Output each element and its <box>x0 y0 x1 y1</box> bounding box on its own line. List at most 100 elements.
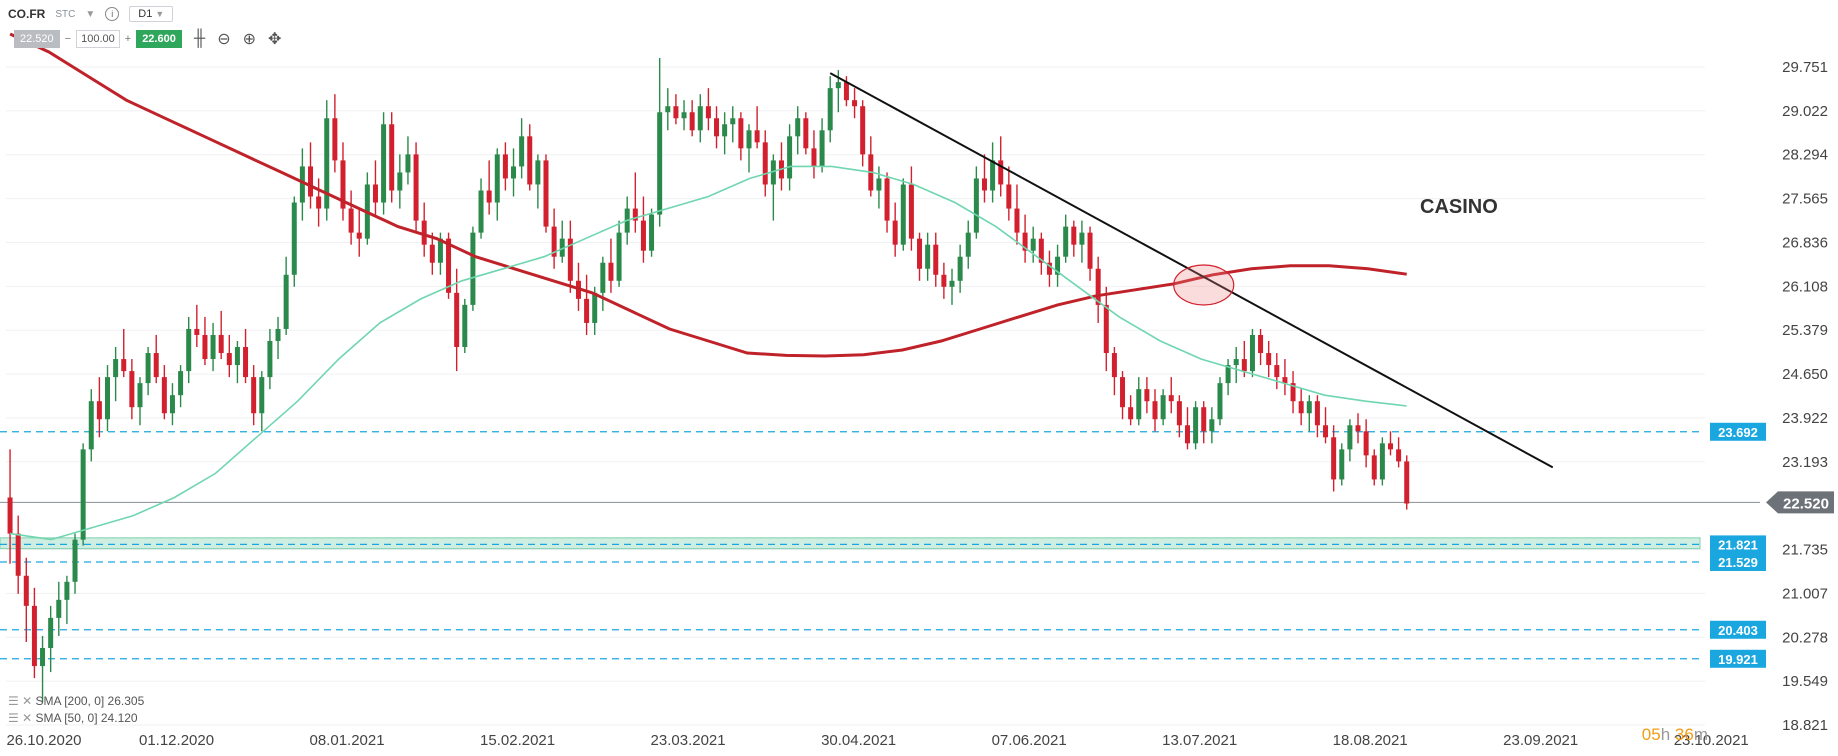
candle-body <box>421 220 427 245</box>
candle-countdown: 05h 36m <box>1642 725 1708 745</box>
symbol-label[interactable]: CO.FR <box>8 7 46 21</box>
candle-body <box>56 599 62 618</box>
candle-body <box>31 605 37 667</box>
candle-body <box>876 178 882 191</box>
y-tick-label: 27.565 <box>1782 191 1828 208</box>
candle-body <box>153 353 159 378</box>
candle-body <box>105 377 111 420</box>
volume-input[interactable]: 100.00 <box>76 30 120 48</box>
x-tick-label: 23.10.2021 <box>1674 732 1749 749</box>
y-tick-label: 18.821 <box>1782 717 1828 734</box>
candle-body <box>80 449 86 540</box>
y-tick-label: 29.751 <box>1782 59 1828 76</box>
candle-body <box>835 82 841 89</box>
candle-body <box>738 118 744 149</box>
candle-body <box>990 160 996 191</box>
candle-body <box>470 232 476 305</box>
candle-body <box>811 148 817 167</box>
candle-body <box>640 220 646 251</box>
candle-body <box>96 401 102 420</box>
sma50-legend-text: SMA [50, 0] 24.120 <box>35 711 138 725</box>
level-tag-label: 23.692 <box>1718 425 1758 440</box>
candle-body <box>1111 353 1117 378</box>
x-axis: 26.10.2020 01.12.2020 08.01.2021 15.02.2021… <box>6 732 1748 749</box>
candle-body <box>754 130 760 143</box>
candle-body <box>137 383 143 408</box>
candle-body <box>1233 359 1239 366</box>
trendline[interactable] <box>829 72 1554 469</box>
x-tick-label: 01.12.2020 <box>139 732 214 749</box>
candle-body <box>251 377 257 414</box>
x-tick-label: 23.03.2021 <box>651 732 726 749</box>
chevron-down-icon[interactable]: ▼ <box>85 8 96 20</box>
candle-body <box>397 172 403 191</box>
candle-body <box>1079 232 1085 245</box>
candle-body <box>608 262 614 281</box>
candle-body <box>478 190 484 233</box>
crosshair-icon[interactable]: ✥ <box>268 31 282 48</box>
candle-body <box>40 648 46 667</box>
candle-body <box>121 359 127 372</box>
timeframe-select[interactable]: D1 ▼ <box>129 6 174 22</box>
countdown-hours-unit: h <box>1660 725 1671 744</box>
candle-body <box>762 142 768 185</box>
level-tag-label: 21.821 <box>1718 537 1758 552</box>
ask-price-button[interactable]: 22.600 <box>136 30 182 48</box>
info-icon[interactable]: i <box>105 7 120 21</box>
volume-minus-button[interactable]: − <box>64 33 72 45</box>
candle-body <box>673 106 679 119</box>
candle-body <box>657 112 663 215</box>
candle-body <box>1225 365 1231 384</box>
close-icon[interactable]: ✕ <box>22 694 33 708</box>
sma200-legend[interactable]: ☰ ✕ SMA [200, 0] 26.305 <box>8 694 144 708</box>
candle-body <box>23 575 29 606</box>
order-bar: 22.520 − 100.00 + 22.600 ╫ ⊖ ⊕ ✥ <box>14 29 281 49</box>
candle-body <box>998 160 1004 185</box>
candle-body <box>884 178 890 221</box>
candle-body <box>1160 395 1166 420</box>
candle-body <box>1282 377 1288 384</box>
candle-body <box>446 238 452 293</box>
candle-body <box>981 178 987 191</box>
zoom-out-icon[interactable]: ⊖ <box>217 31 231 48</box>
candle-body <box>1022 232 1028 251</box>
candle-body <box>925 244 931 269</box>
candle-body <box>860 106 866 155</box>
y-tick-label: 26.108 <box>1782 278 1828 295</box>
candle-body <box>730 118 736 125</box>
candle-body <box>908 184 914 239</box>
level-labels: 23.692 21.821 21.529 20.403 19.921 <box>1710 422 1766 668</box>
candle-body <box>770 160 776 185</box>
candle-body <box>389 124 395 191</box>
price-tag-label: 22.520 <box>1783 495 1829 512</box>
candle-body <box>551 226 557 257</box>
close-icon[interactable]: ✕ <box>22 711 33 725</box>
level-tag-label: 21.529 <box>1718 555 1758 570</box>
candle-body <box>299 166 305 203</box>
candle-body <box>843 82 849 101</box>
candle-body <box>1144 389 1150 402</box>
sma50-line <box>9 165 1407 541</box>
candle-body <box>746 130 752 149</box>
list-icon: ☰ <box>8 711 19 725</box>
candles-icon[interactable]: ╫ <box>193 30 206 47</box>
candle-body <box>340 160 346 209</box>
zoom-in-icon[interactable]: ⊕ <box>242 31 256 48</box>
level-tag <box>1710 649 1766 668</box>
candle-body <box>632 208 638 221</box>
sma50-legend[interactable]: ☰ ✕ SMA [50, 0] 24.120 <box>8 711 138 725</box>
bid-price-button[interactable]: 22.520 <box>14 30 60 48</box>
candle-body <box>1095 268 1101 305</box>
candle-body <box>1176 401 1182 426</box>
candle-body <box>218 334 224 354</box>
candle-body <box>941 274 947 287</box>
candle-body <box>584 298 590 323</box>
candle-body <box>186 328 192 372</box>
candle-body <box>1274 365 1280 378</box>
candle-body <box>413 154 419 221</box>
volume-plus-button[interactable]: + <box>124 33 132 45</box>
candle-body <box>1152 401 1158 420</box>
candle-body <box>1347 425 1353 450</box>
support-zone <box>0 537 1701 550</box>
